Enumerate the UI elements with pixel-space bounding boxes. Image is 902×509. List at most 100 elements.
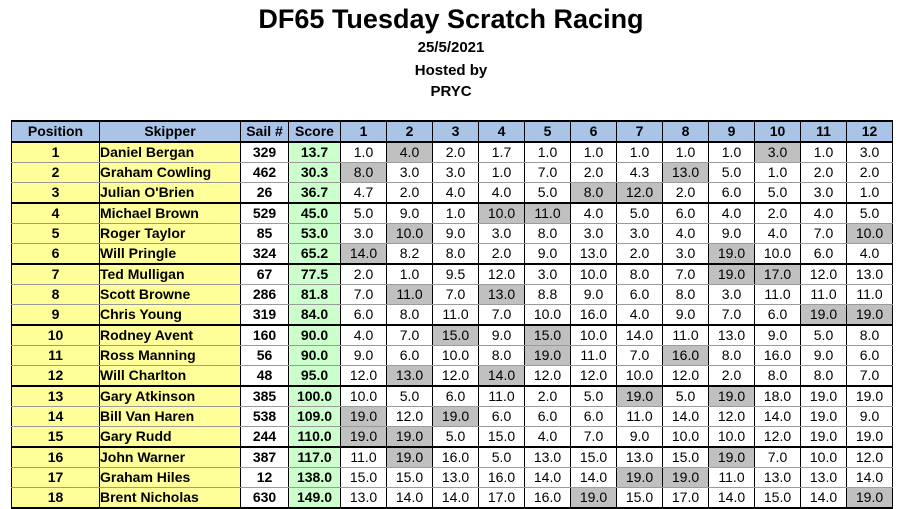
table-row: 9 Chris Young 319 84.0 6.0 8.0 11.0 7.0 10.0 16.0… bbox=[11, 304, 893, 326]
race-result-cell: 9.0 bbox=[432, 223, 479, 244]
sail-number-cell: 286 bbox=[240, 284, 289, 305]
column-header-sail: Sail # bbox=[240, 120, 289, 143]
race-result-cell: 14.0 bbox=[708, 487, 755, 509]
race-result-cell: 6.0 bbox=[432, 385, 479, 407]
race-result-cell: 2.0 bbox=[524, 385, 571, 407]
discarded-race-cell: 10.0 bbox=[478, 202, 525, 224]
race-result-cell: 2.0 bbox=[386, 182, 433, 204]
race-result-cell: 3.0 bbox=[340, 223, 387, 244]
column-header-race-4: 4 bbox=[478, 120, 525, 143]
table-row: 4 Michael Brown 529 45.0 5.0 9.0 1.0 10.0 11.0 4.… bbox=[11, 202, 893, 224]
position-cell: 14 bbox=[11, 406, 100, 427]
score-cell: 109.0 bbox=[288, 406, 341, 427]
position-cell: 17 bbox=[11, 467, 100, 488]
skipper-cell: Scott Browne bbox=[99, 284, 241, 305]
race-result-cell: 13.0 bbox=[846, 263, 893, 285]
race-result-cell: 5.0 bbox=[386, 385, 433, 407]
race-result-cell: 19.0 bbox=[800, 385, 847, 407]
race-result-cell: 2.0 bbox=[570, 162, 617, 183]
position-cell: 7 bbox=[11, 263, 100, 285]
race-result-cell: 8.0 bbox=[432, 243, 479, 265]
discarded-race-cell: 19.0 bbox=[616, 467, 663, 488]
position-cell: 1 bbox=[11, 141, 100, 163]
position-cell: 5 bbox=[11, 223, 100, 244]
column-header-race-8: 8 bbox=[662, 120, 709, 143]
score-cell: 77.5 bbox=[288, 263, 341, 285]
race-result-cell: 11.0 bbox=[432, 304, 479, 326]
discarded-race-cell: 19.0 bbox=[708, 446, 755, 468]
race-result-cell: 1.7 bbox=[478, 141, 525, 163]
race-result-cell: 3.0 bbox=[800, 182, 847, 204]
race-result-cell: 2.0 bbox=[662, 182, 709, 204]
race-result-cell: 5.0 bbox=[800, 324, 847, 346]
position-cell: 2 bbox=[11, 162, 100, 183]
score-cell: 13.7 bbox=[288, 141, 341, 163]
column-header-score: Score bbox=[288, 120, 341, 143]
race-result-cell: 4.0 bbox=[662, 223, 709, 244]
race-result-cell: 15.0 bbox=[478, 426, 525, 448]
discarded-race-cell: 13.0 bbox=[386, 365, 433, 387]
table-row: 12 Will Charlton 48 95.0 12.0 13.0 12.0 14.0 12.… bbox=[11, 365, 893, 387]
column-header-race-12: 12 bbox=[846, 120, 893, 143]
score-cell: 90.0 bbox=[288, 324, 341, 346]
race-result-cell: 11.0 bbox=[708, 467, 755, 488]
discarded-race-cell: 19.0 bbox=[340, 426, 387, 448]
skipper-cell: Gary Atkinson bbox=[99, 385, 241, 407]
position-cell: 18 bbox=[11, 487, 100, 509]
skipper-cell: Bill Van Haren bbox=[99, 406, 241, 427]
sail-number-cell: 56 bbox=[240, 345, 289, 366]
race-result-cell: 18.0 bbox=[754, 385, 801, 407]
race-result-cell: 3.0 bbox=[570, 223, 617, 244]
race-result-cell: 8.0 bbox=[708, 345, 755, 366]
table-row: 10 Rodney Avent 160 90.0 4.0 7.0 15.0 9.0 15.0 10… bbox=[11, 324, 893, 346]
race-result-cell: 2.0 bbox=[846, 162, 893, 183]
table-row: 6 Will Pringle 324 65.2 14.0 8.2 8.0 2.0 9.0 13.0… bbox=[11, 243, 893, 265]
race-result-cell: 4.3 bbox=[616, 162, 663, 183]
column-header-race-9: 9 bbox=[708, 120, 755, 143]
position-cell: 16 bbox=[11, 446, 100, 468]
discarded-race-cell: 19.0 bbox=[616, 385, 663, 407]
skipper-cell: Michael Brown bbox=[99, 202, 241, 224]
race-result-cell: 1.0 bbox=[340, 141, 387, 163]
race-result-cell: 10.0 bbox=[340, 385, 387, 407]
race-result-cell: 12.0 bbox=[754, 426, 801, 448]
race-result-cell: 5.0 bbox=[524, 182, 571, 204]
race-result-cell: 9.0 bbox=[524, 243, 571, 265]
race-result-cell: 8.0 bbox=[662, 284, 709, 305]
score-cell: 110.0 bbox=[288, 426, 341, 448]
race-result-cell: 4.0 bbox=[432, 182, 479, 204]
race-result-cell: 6.0 bbox=[616, 284, 663, 305]
race-result-cell: 15.0 bbox=[662, 446, 709, 468]
position-cell: 12 bbox=[11, 365, 100, 387]
column-header-position: Position bbox=[11, 120, 100, 143]
race-result-cell: 4.0 bbox=[570, 202, 617, 224]
race-result-cell: 2.0 bbox=[340, 263, 387, 285]
race-result-cell: 8.0 bbox=[754, 365, 801, 387]
discarded-race-cell: 19.0 bbox=[386, 426, 433, 448]
discarded-race-cell: 19.0 bbox=[340, 406, 387, 427]
race-result-cell: 7.0 bbox=[708, 304, 755, 326]
race-result-cell: 5.0 bbox=[340, 202, 387, 224]
host-club: PRYC bbox=[430, 83, 472, 100]
discarded-race-cell: 4.0 bbox=[386, 141, 433, 163]
race-result-cell: 6.0 bbox=[524, 406, 571, 427]
race-result-cell: 6.0 bbox=[708, 182, 755, 204]
discarded-race-cell: 11.0 bbox=[524, 202, 571, 224]
race-result-cell: 11.0 bbox=[570, 345, 617, 366]
race-result-cell: 16.0 bbox=[432, 446, 479, 468]
discarded-race-cell: 14.0 bbox=[478, 365, 525, 387]
race-result-cell: 8.8 bbox=[524, 284, 571, 305]
race-result-cell: 7.0 bbox=[570, 426, 617, 448]
skipper-cell: Gary Rudd bbox=[99, 426, 241, 448]
discarded-race-cell: 13.0 bbox=[662, 162, 709, 183]
position-cell: 9 bbox=[11, 304, 100, 326]
race-result-cell: 8.0 bbox=[478, 345, 525, 366]
race-result-cell: 5.0 bbox=[478, 446, 525, 468]
race-result-cell: 13.0 bbox=[432, 467, 479, 488]
column-header-race-5: 5 bbox=[524, 120, 571, 143]
table-row: 8 Scott Browne 286 81.8 7.0 11.0 7.0 13.0 8.8 9.0… bbox=[11, 284, 893, 305]
skipper-cell: Ross Manning bbox=[99, 345, 241, 366]
sail-number-cell: 67 bbox=[240, 263, 289, 285]
race-result-cell: 14.0 bbox=[570, 467, 617, 488]
race-result-cell: 17.0 bbox=[478, 487, 525, 509]
